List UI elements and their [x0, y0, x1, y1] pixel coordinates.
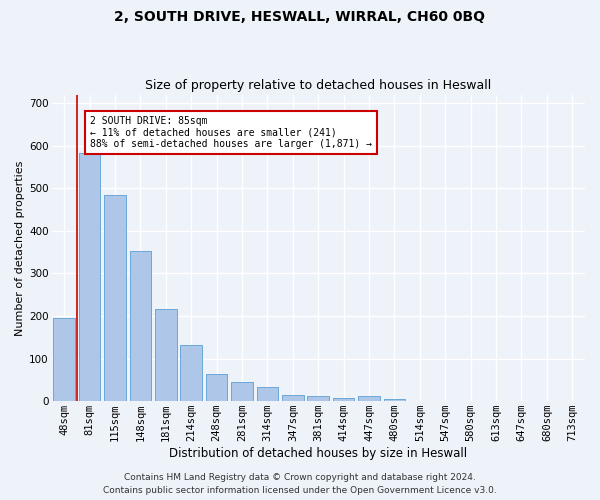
Text: 2, SOUTH DRIVE, HESWALL, WIRRAL, CH60 0BQ: 2, SOUTH DRIVE, HESWALL, WIRRAL, CH60 0B…: [115, 10, 485, 24]
Title: Size of property relative to detached houses in Heswall: Size of property relative to detached ho…: [145, 79, 491, 92]
Bar: [181, 346, 202, 401]
Bar: [130, 252, 151, 401]
Bar: [282, 395, 304, 401]
X-axis label: Distribution of detached houses by size in Heswall: Distribution of detached houses by size …: [169, 447, 467, 460]
Bar: [79, 154, 100, 401]
Text: 2 SOUTH DRIVE: 85sqm
← 11% of detached houses are smaller (241)
88% of semi-deta: 2 SOUTH DRIVE: 85sqm ← 11% of detached h…: [89, 116, 371, 149]
Bar: [358, 396, 380, 401]
Bar: [53, 318, 75, 401]
Y-axis label: Number of detached properties: Number of detached properties: [15, 160, 25, 336]
Bar: [333, 398, 355, 401]
Bar: [257, 387, 278, 401]
Bar: [206, 374, 227, 401]
Bar: [383, 398, 405, 401]
Bar: [155, 309, 176, 401]
Bar: [231, 382, 253, 401]
Bar: [104, 195, 126, 401]
Bar: [307, 396, 329, 401]
Text: Contains HM Land Registry data © Crown copyright and database right 2024.
Contai: Contains HM Land Registry data © Crown c…: [103, 474, 497, 495]
